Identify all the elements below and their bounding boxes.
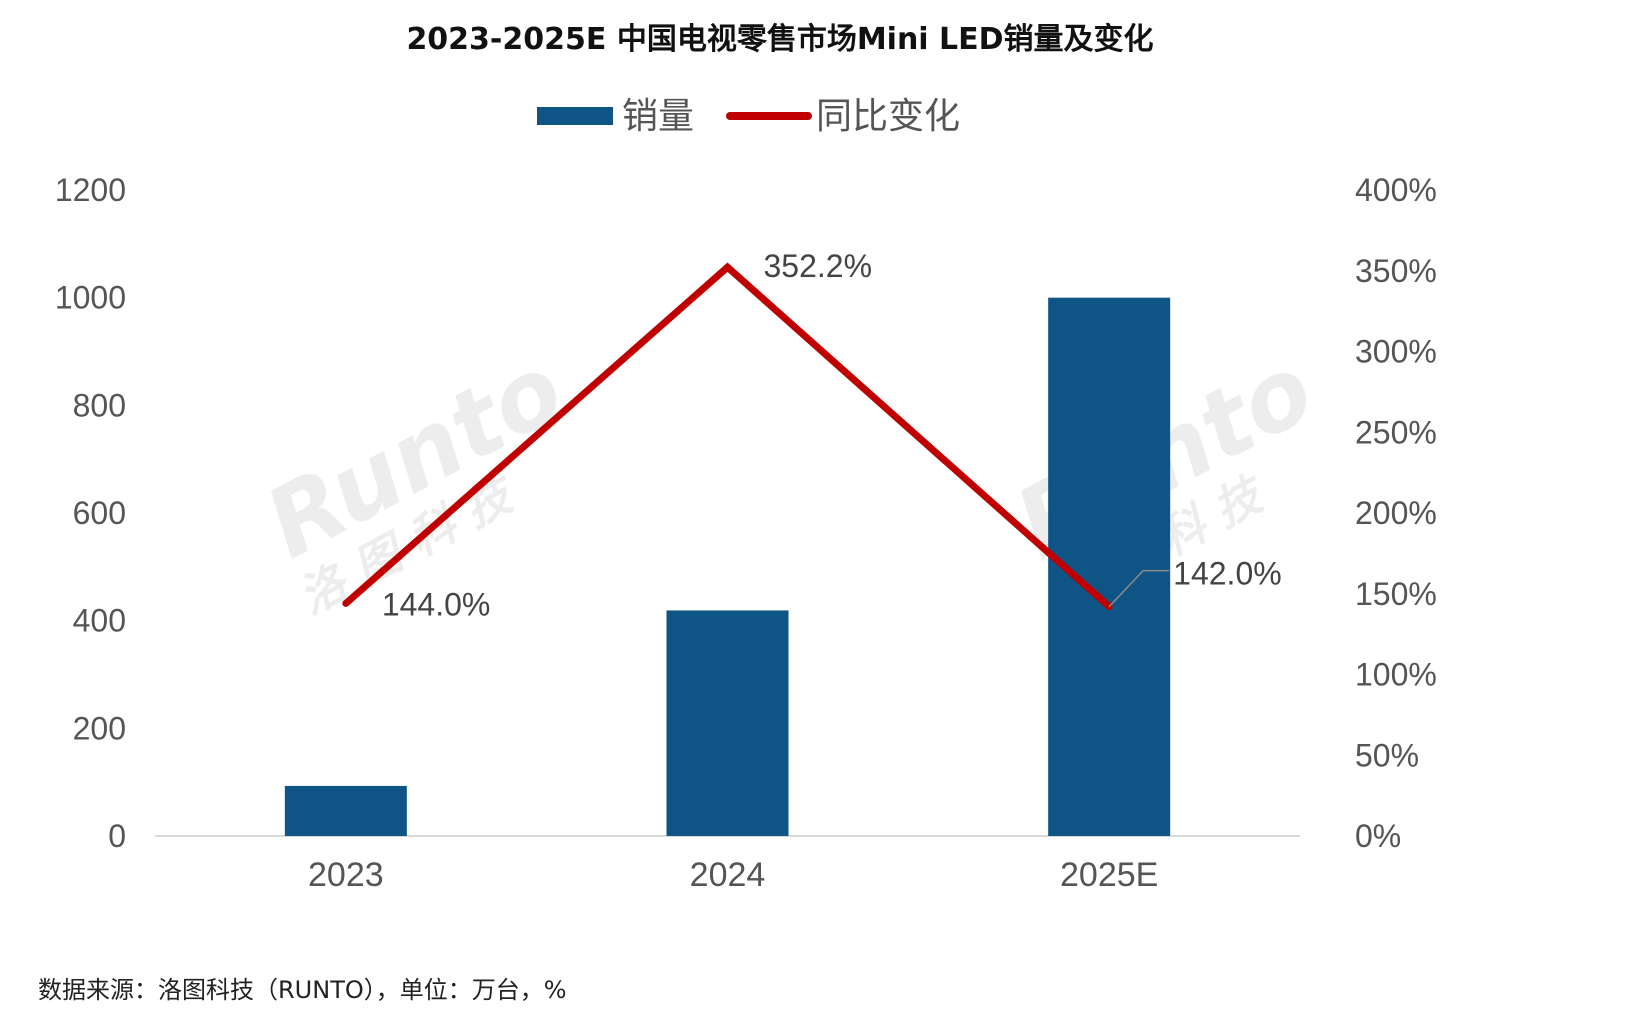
x-axis: 2023 2024 2025E: [308, 856, 1158, 894]
y-right-tick-label: 300%: [1355, 334, 1437, 370]
x-tick-label: 2024: [690, 856, 766, 894]
x-tick-label: 2025E: [1060, 856, 1158, 894]
y-left-tick-label: 400: [73, 603, 126, 639]
leader-line: [1108, 569, 1170, 608]
legend: 销量 同比变化: [537, 96, 960, 137]
y-left-tick-label: 800: [73, 387, 126, 423]
line-point-2023: [342, 599, 350, 607]
y-left-tick-label: 0: [108, 818, 126, 854]
y-right-tick-label: 200%: [1355, 495, 1437, 531]
y-right-tick-label: 150%: [1355, 576, 1437, 612]
y-right-tick-label: 250%: [1355, 414, 1437, 450]
y-left-tick-label: 200: [73, 710, 126, 746]
y-right-tick-label: 100%: [1355, 657, 1437, 693]
y-left-axis: 0 200 400 600 800 1000 1200: [55, 172, 126, 854]
y-left-tick-label: 1200: [55, 172, 126, 208]
y-right-tick-label: 0%: [1355, 818, 1401, 854]
data-label-2025E: 142.0%: [1173, 556, 1282, 592]
legend-label-bar: 销量: [622, 96, 694, 137]
line-point-2024: [724, 263, 731, 271]
x-tick-label: 2023: [308, 856, 384, 894]
chart-title: 2023-2025E 中国电视零售市场Mini LED销量及变化: [406, 22, 1154, 57]
y-right-tick-label: 350%: [1355, 253, 1437, 289]
data-label-2024: 352.2%: [764, 248, 873, 284]
y-left-tick-label: 600: [73, 495, 126, 531]
bar-series: [284, 297, 1171, 837]
y-left-tick-label: 1000: [55, 280, 126, 316]
bar-2024: [666, 610, 789, 836]
legend-swatch-bar: [537, 107, 613, 125]
source-note: 数据来源：洛图科技（RUNTO），单位：万台，%: [38, 976, 567, 1004]
bar-2023: [284, 785, 407, 836]
y-right-tick-label: 50%: [1355, 737, 1419, 773]
data-labels: 144.0% 352.2% 142.0%: [382, 248, 1282, 622]
data-label-2023: 144.0%: [382, 586, 491, 622]
y-right-axis: 0% 50% 100% 150% 200% 250% 300% 350% 400%: [1355, 172, 1437, 854]
legend-label-line: 同比变化: [816, 96, 960, 137]
y-right-tick-label: 400%: [1355, 172, 1437, 208]
